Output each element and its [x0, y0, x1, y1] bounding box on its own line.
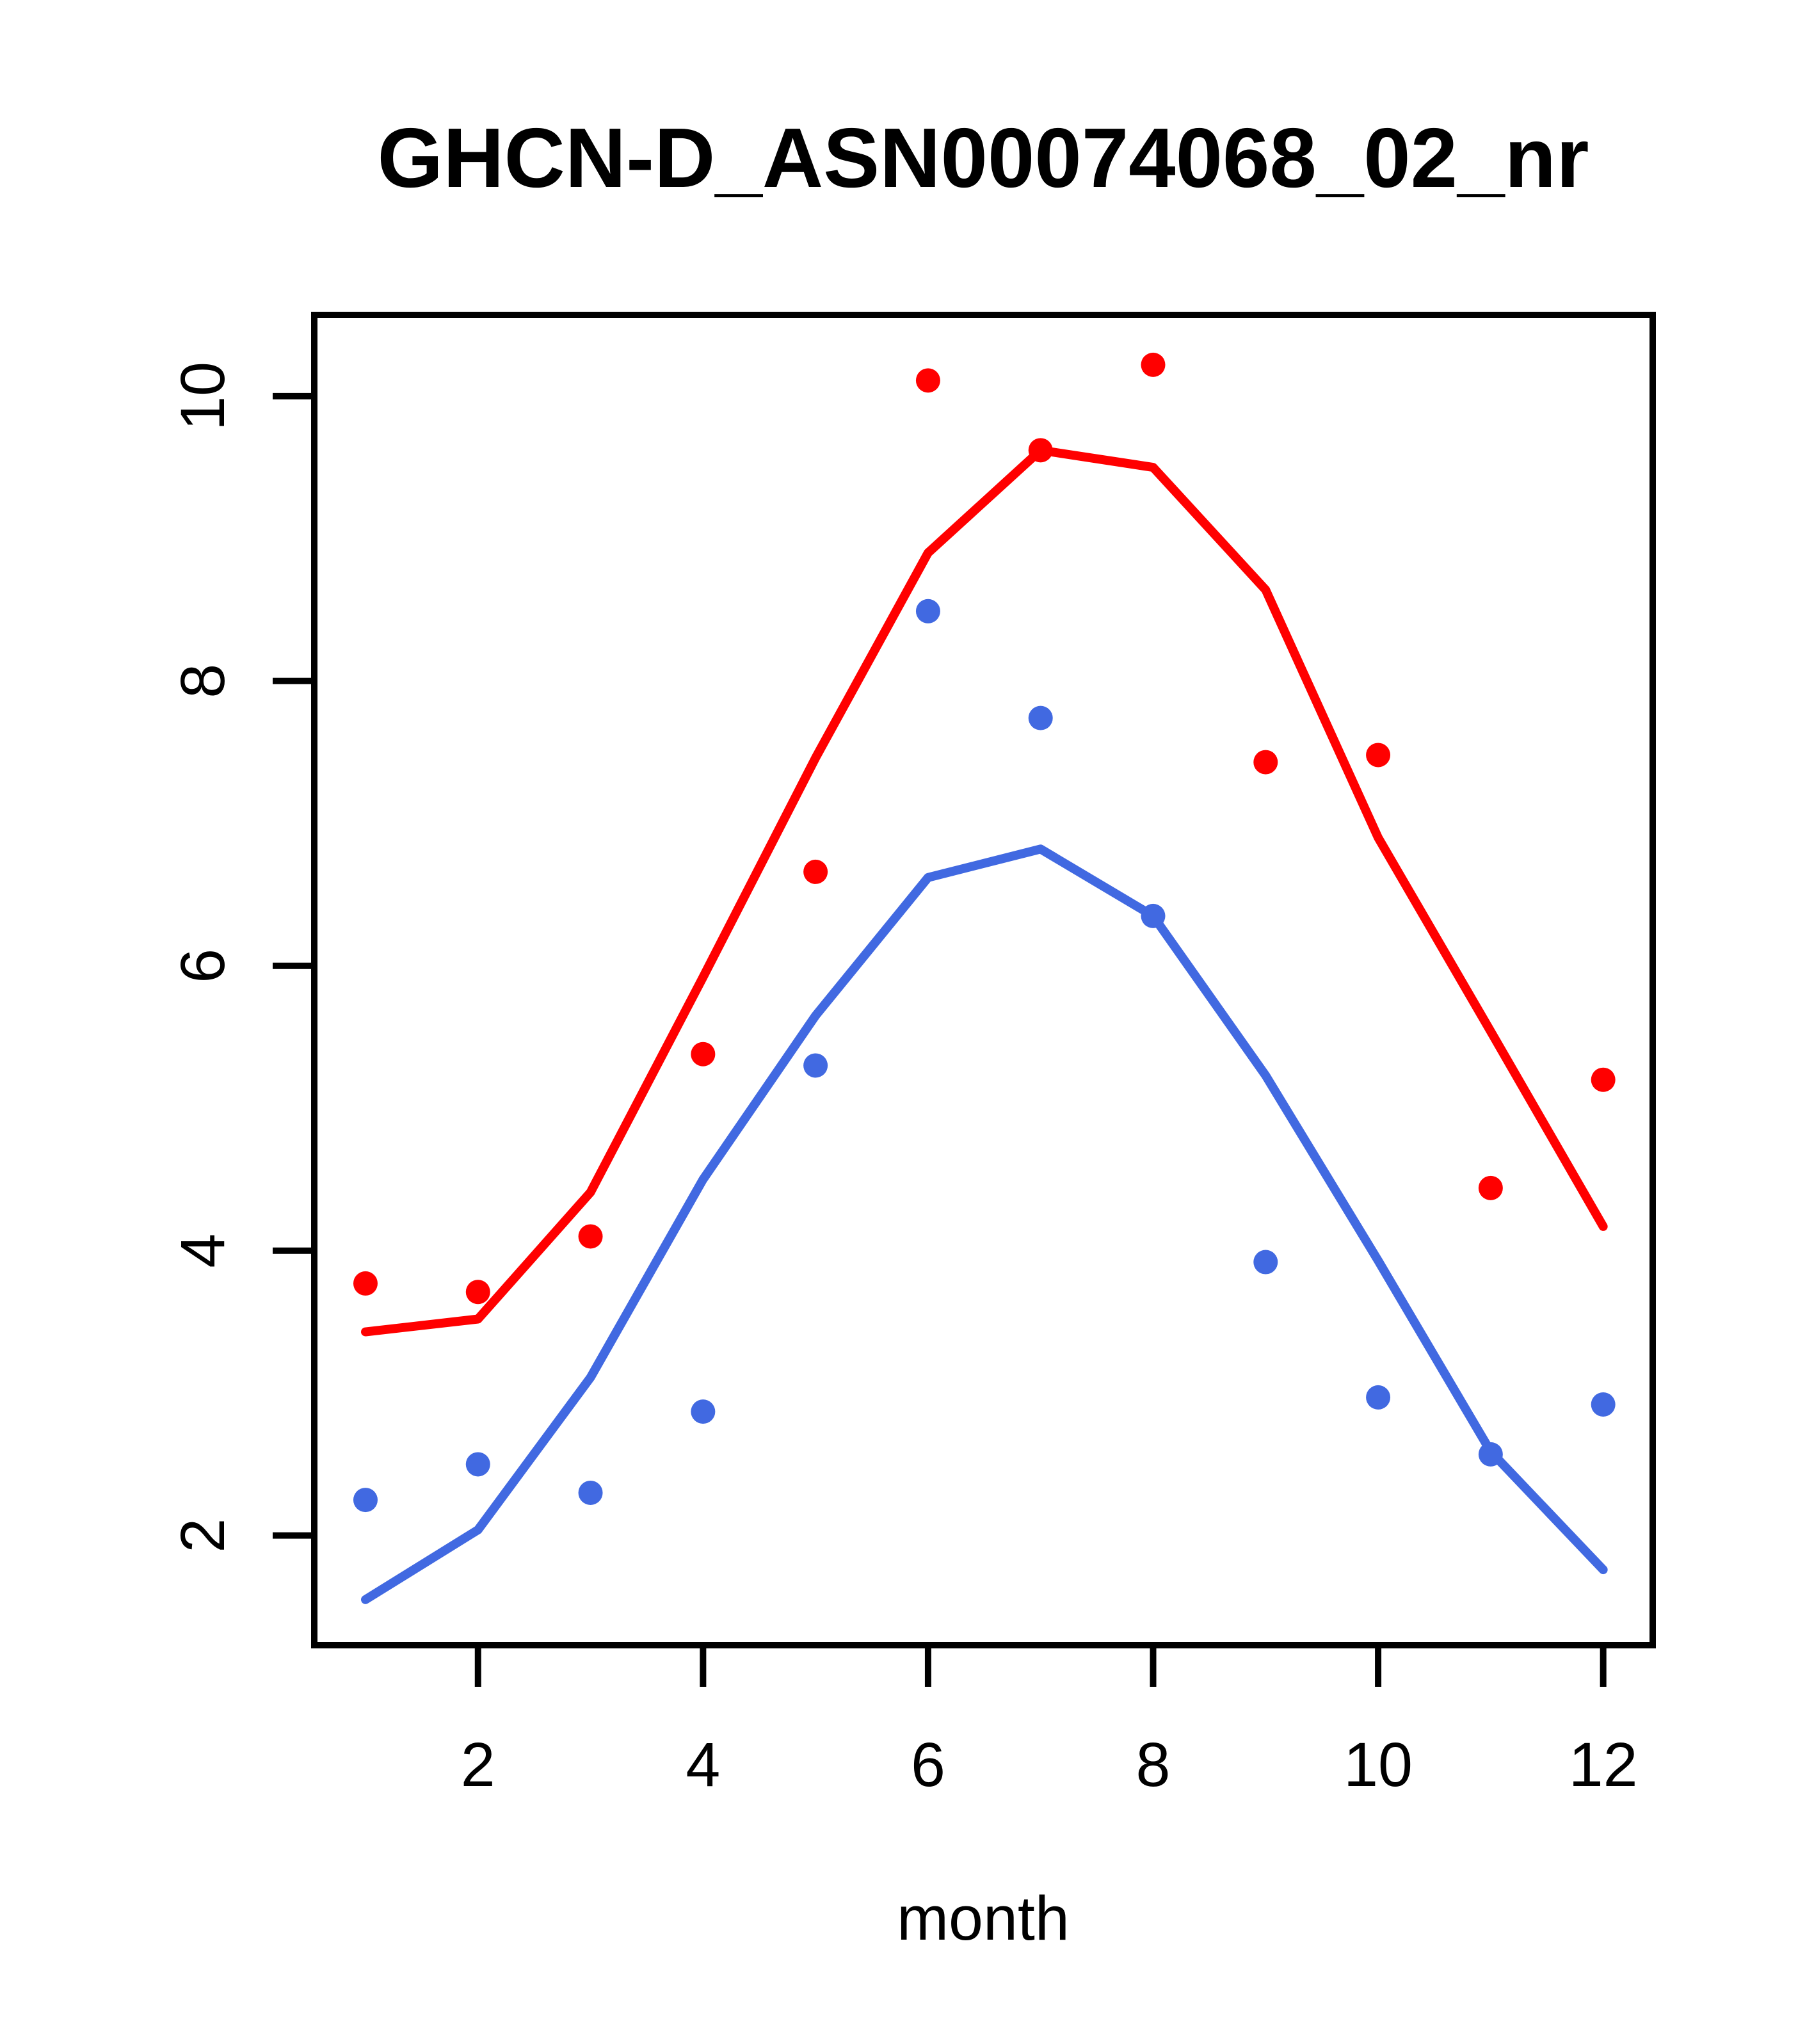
blue-point — [465, 1452, 490, 1477]
y-tick-label: 8 — [168, 664, 237, 698]
red-point — [1366, 743, 1391, 768]
chart-title: GHCN-D_ASN00074068_02_nr — [378, 111, 1589, 205]
blue-point — [803, 1053, 828, 1078]
blue-point — [1478, 1442, 1503, 1467]
series-layer — [353, 352, 1616, 1604]
x-tick-label: 10 — [1344, 1730, 1413, 1799]
blue-point — [353, 1488, 378, 1513]
y-tick-label: 4 — [168, 1234, 237, 1268]
x-tick-label: 6 — [911, 1730, 945, 1799]
red-point — [1028, 438, 1053, 463]
blue-point — [1253, 1250, 1278, 1275]
blue-line — [360, 844, 1608, 1604]
red-point — [803, 859, 828, 884]
y-tick-label: 6 — [168, 949, 237, 983]
blue-point — [1591, 1392, 1616, 1417]
plot-box — [311, 312, 1656, 1648]
axes-layer: 2 4 6 8 10 12 2 4 6 8 10 — [168, 362, 1638, 1799]
y-tick-label: 10 — [168, 362, 237, 431]
blue-point — [1141, 903, 1166, 928]
blue-point — [691, 1399, 716, 1424]
blue-point — [915, 599, 940, 624]
red-point — [691, 1042, 716, 1066]
x-tick-label: 4 — [686, 1730, 720, 1799]
red-point — [1591, 1067, 1616, 1092]
x-tick-label: 12 — [1569, 1730, 1638, 1799]
blue-point — [578, 1480, 603, 1505]
blue-point — [1366, 1385, 1391, 1410]
red-line — [360, 446, 1608, 1337]
red-point — [465, 1280, 490, 1305]
red-point — [915, 368, 940, 393]
red-point — [1141, 352, 1166, 377]
x-tick-label: 8 — [1136, 1730, 1171, 1799]
red-point — [353, 1271, 378, 1296]
x-axis-label: month — [897, 1883, 1070, 1953]
red-point — [1253, 750, 1278, 775]
red-point — [578, 1224, 603, 1249]
blue-point — [1028, 705, 1053, 730]
red-point — [1478, 1175, 1503, 1200]
x-tick-label: 2 — [461, 1730, 495, 1799]
y-tick-label: 2 — [168, 1518, 237, 1553]
